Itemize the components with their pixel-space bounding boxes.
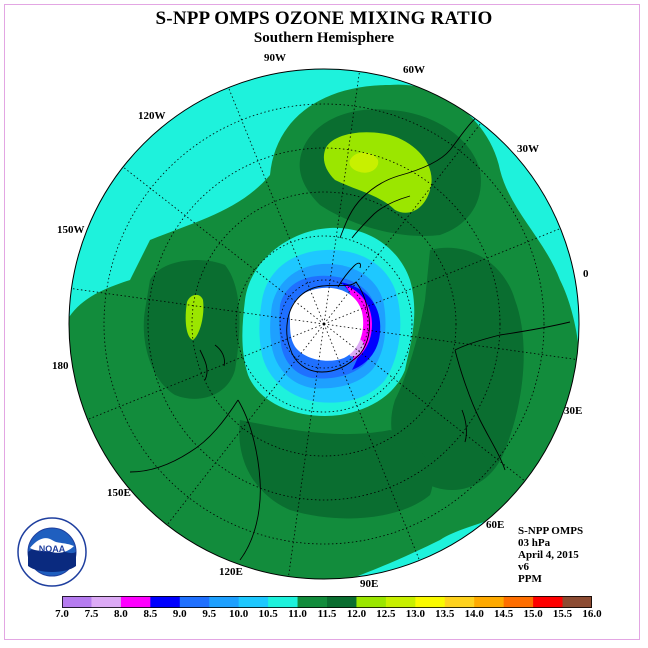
- colorbar-swatch: [62, 596, 92, 608]
- lon-label-60w: 60W: [403, 64, 425, 76]
- map-outline: [68, 68, 580, 580]
- colorbar-tick-label: 15.5: [552, 608, 573, 620]
- colorbar-swatch: [385, 596, 416, 608]
- colorbar-swatch: [238, 596, 269, 608]
- info-date: April 4, 2015: [518, 549, 579, 561]
- colorbar-tick-label: 10.5: [258, 608, 278, 620]
- colorbar-tick-label: 9.0: [172, 608, 187, 620]
- colorbar-swatch: [120, 596, 151, 608]
- info-version: v6: [518, 561, 529, 573]
- colorbar-swatch: [209, 596, 240, 608]
- colorbar-tick-label: 13.5: [435, 608, 455, 620]
- colorbar-swatch: [503, 596, 534, 608]
- field-darkgreen-bottom: [239, 420, 433, 519]
- colorbar-swatch: [268, 596, 299, 608]
- info-instrument: S-NPP OMPS: [518, 525, 584, 537]
- svg-text:NOAA: NOAA: [39, 544, 66, 554]
- lon-label-30e: 30E: [564, 405, 583, 417]
- colorbar-swatch: [562, 596, 592, 608]
- map-subtitle: Southern Hemisphere: [253, 30, 395, 46]
- meridian-line: [288, 323, 325, 577]
- lon-label-30w: 30W: [517, 143, 539, 155]
- colorbar-swatch: [297, 596, 328, 608]
- colorbar-tick-label: 8.0: [114, 608, 128, 620]
- coastlines: [129, 107, 571, 561]
- info-block: S-NPP OMPS 03 hPa April 4, 2015 v6 PPM: [518, 525, 583, 585]
- meridian-line: [87, 323, 325, 420]
- field-darkgreen-right: [391, 247, 524, 490]
- colorbar-tick-label: 7.5: [84, 608, 99, 620]
- colorbar-tick-label: 15.0: [523, 608, 543, 620]
- colorbar-tick-label: 12.5: [376, 608, 396, 620]
- page-border: [4, 4, 640, 640]
- meridians: [71, 71, 577, 577]
- lon-label-120w: 120W: [138, 110, 166, 122]
- lon-label-60e: 60E: [486, 519, 505, 531]
- field-lime-left: [185, 294, 204, 340]
- colorbar-swatch: [356, 596, 387, 608]
- meridian-line: [323, 71, 360, 325]
- colorbar-swatch: [327, 596, 357, 608]
- noaa-logo: NOAA: [17, 517, 87, 587]
- meridian-line: [166, 323, 325, 526]
- meridian-line: [323, 323, 577, 360]
- colorbar-tick-label: 11.5: [317, 608, 337, 620]
- colorbar-tick-label: 11.0: [288, 608, 307, 620]
- lon-label-150w: 150W: [57, 224, 85, 236]
- lon-label-120e: 120E: [219, 566, 243, 578]
- lon-label-90w: 90W: [264, 52, 286, 64]
- meridian-line: [323, 228, 561, 325]
- map-field: [69, 69, 579, 579]
- colorbar-tick-label: 12.0: [346, 608, 367, 620]
- colorbar-swatch: [91, 596, 122, 608]
- field-lime-top: [323, 132, 432, 213]
- lon-label-0: 0: [583, 268, 589, 280]
- colorbar: [62, 596, 592, 608]
- lon-label-180: 180: [52, 360, 69, 372]
- meridian-line: [323, 323, 420, 561]
- lon-label-90e: 90E: [360, 578, 379, 590]
- colorbar-swatch: [415, 596, 446, 608]
- meridian-line: [323, 323, 526, 482]
- colorbar-tick-label: 14.0: [464, 608, 484, 620]
- field-darkblue-crescent: [340, 282, 381, 370]
- colorbar-tick-label: 8.5: [143, 608, 158, 620]
- meridian-line: [323, 122, 482, 325]
- colorbar-tick-label: 14.5: [494, 608, 514, 620]
- info-level: 03 hPa: [518, 537, 551, 549]
- meridian-line: [122, 166, 325, 325]
- field-lightlime-top: [349, 152, 379, 173]
- meridian-line: [71, 288, 325, 325]
- colorbar-tick-label: 13.0: [405, 608, 425, 620]
- colorbar-tick-label: 16.0: [582, 608, 602, 620]
- lon-label-150e: 150E: [107, 487, 131, 499]
- colorbar-tick-label: 10.0: [229, 608, 249, 620]
- meridian-line: [228, 87, 325, 325]
- colorbar-swatch: [533, 596, 564, 608]
- graticule: [103, 103, 545, 545]
- colorbar-outline: [62, 596, 592, 608]
- pole-marker: [322, 322, 326, 326]
- polar-night-region: [289, 287, 364, 361]
- colorbar-swatch: [474, 596, 505, 608]
- map-title: S-NPP OMPS OZONE MIXING RATIO: [155, 8, 493, 29]
- info-units: PPM: [518, 573, 542, 585]
- colorbar-tick-label: 7.0: [55, 608, 69, 620]
- colorbar-swatch: [150, 596, 181, 608]
- colorbar-swatch: [444, 596, 475, 608]
- colorbar-tick-label: 9.5: [202, 608, 217, 620]
- colorbar-swatch: [179, 596, 210, 608]
